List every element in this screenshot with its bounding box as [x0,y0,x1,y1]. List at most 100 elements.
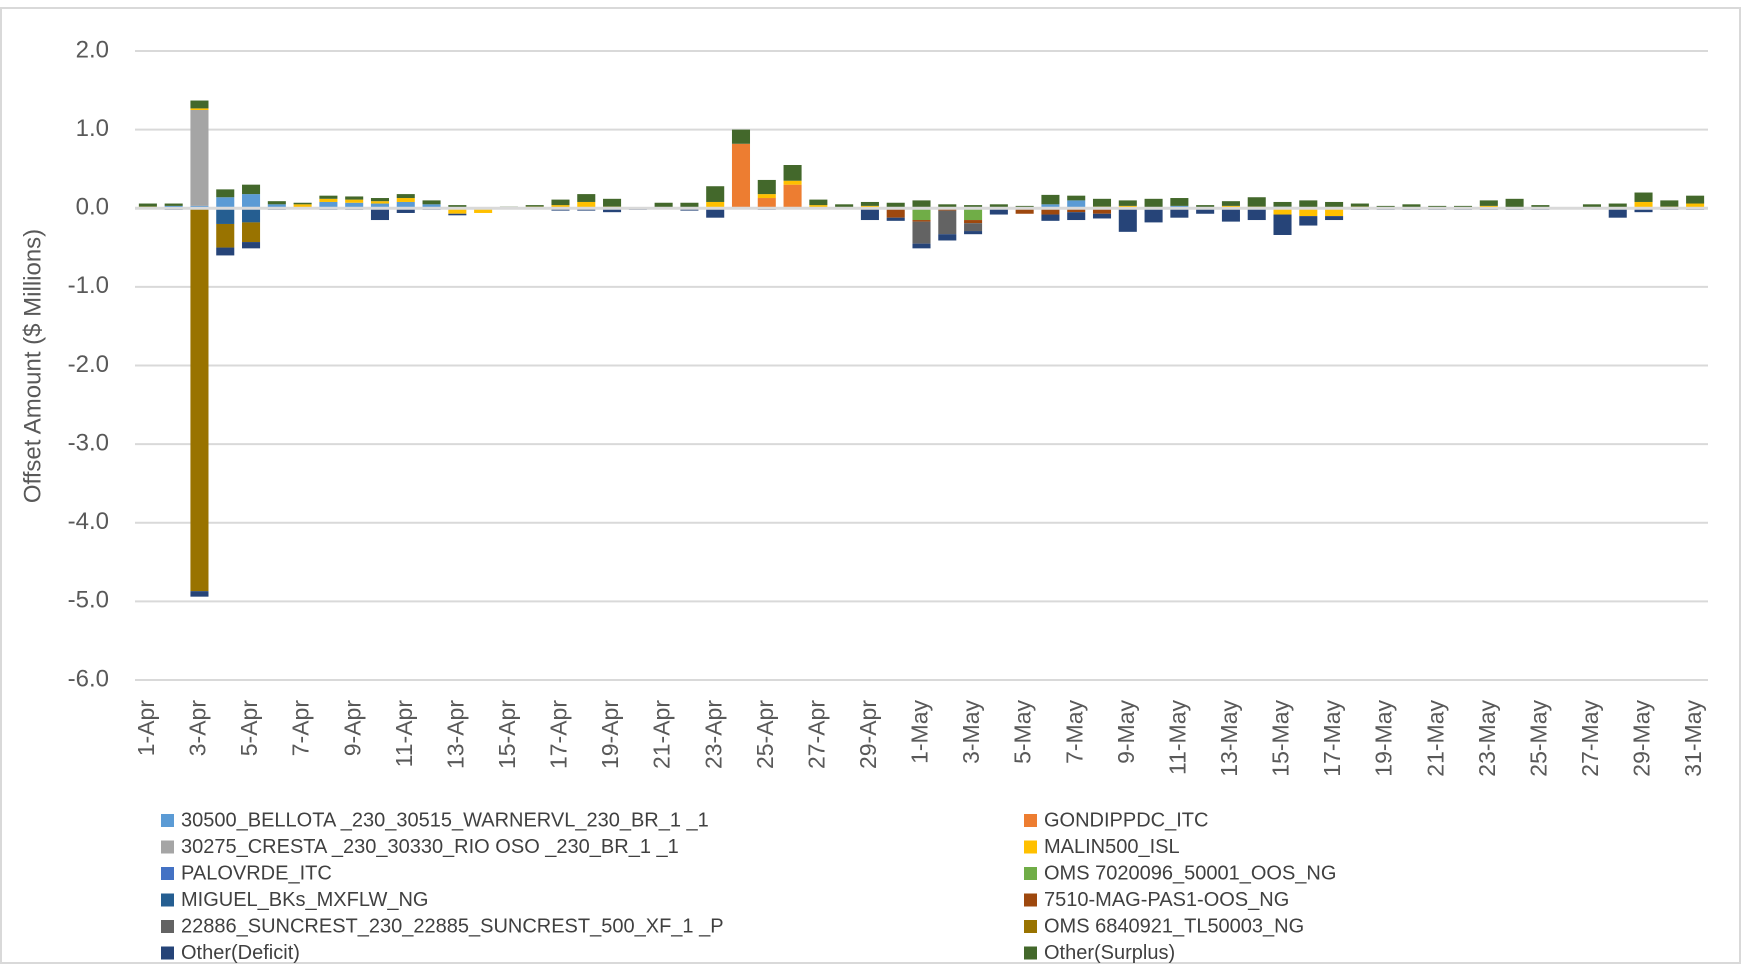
x-tick-label: 1-Apr [133,700,159,757]
bar-segment [1221,208,1240,222]
bar-segment [1067,212,1086,221]
bar-segment [448,205,467,209]
bar-segment [577,194,596,202]
bar-segment [319,195,338,199]
bar-segment [422,204,441,209]
bar-segment [1686,195,1705,204]
x-tick-label: 23-Apr [700,700,726,769]
bar-segment [964,208,983,221]
x-tick-label: 13-Apr [442,700,468,769]
legend-label: Other(Surplus) [1044,942,1175,964]
bar-segment [757,194,776,199]
bar-segment [1041,204,1060,209]
x-tick-label: 27-Apr [803,700,829,769]
bar-segment [1634,208,1653,213]
bar-segment [1299,200,1318,209]
bar-segment [603,208,622,213]
y-tick-label: 0.0 [76,194,109,221]
bar-segment [551,199,570,206]
legend-swatch [1024,946,1037,960]
x-tick-label: 9-May [1113,700,1139,764]
y-tick-label: 1.0 [76,115,109,142]
bar-segment [757,198,776,209]
bar-segment [809,199,828,206]
bar-segment [783,180,802,185]
bar-segment [1325,216,1344,221]
bar-segment [1092,198,1112,207]
bar-segment [1660,200,1679,207]
x-tick-label: 9-Apr [339,700,365,757]
bar-segment [706,208,725,218]
bar-segment [345,196,364,200]
bar-segment [1041,214,1060,221]
bar-segment [138,203,157,207]
bar-segment [1196,205,1215,209]
bar-segment [938,234,957,241]
bar-segment [680,202,699,209]
bar-segment [1170,208,1189,218]
bar-segment [835,204,854,209]
bar-segment [989,204,1008,209]
bar-segment [912,221,931,244]
bar-segment [1582,204,1601,209]
bar-segment [1067,195,1086,201]
bar-segment [1118,208,1137,232]
legend-label: 30275_CRESTA _230_30330_RIO OSO _230_BR_… [181,836,679,858]
bar-segment [1118,200,1137,206]
bar-segment [1325,201,1344,209]
x-tick-label: 1-May [907,700,933,764]
legend-label: PALOVRDE_ITC [181,862,332,884]
bar-segment [242,184,261,195]
bar-segment [938,210,957,235]
y-tick-label: -5.0 [68,587,109,614]
bar-segment [912,200,931,209]
y-axis-title: Offset Amount ($ Millions) [19,229,46,503]
bar-segment [396,208,415,213]
bar-segment [190,109,209,206]
x-tick-label: 11-May [1164,700,1190,775]
bar-segment [551,205,570,209]
y-tick-label: 2.0 [76,36,109,63]
bar-segment [448,208,467,214]
y-tick-label: -2.0 [68,351,109,378]
x-tick-label: 19-Apr [597,700,623,769]
x-tick-label: 7-Apr [288,700,314,757]
bar-segment [860,201,879,206]
legend-label: MALIN500_ISL [1044,836,1180,858]
x-tick-label: 11-Apr [391,700,417,768]
bar-segment [370,208,390,221]
bar-segment [1247,197,1266,207]
y-tick-label: -3.0 [68,429,109,456]
bar-segment [1350,203,1369,207]
bar-segment [396,198,415,202]
bar-segment [345,199,364,203]
bar-segment [809,205,828,209]
bar-segment [938,204,957,209]
bar-segment [319,201,338,209]
legend-swatch [161,867,174,880]
bar-segment [731,143,751,209]
bar-segment [886,217,905,221]
legend-label: GONDIPPDC_ITC [1044,809,1208,831]
bar-segment [706,201,725,209]
bar-segment [1402,204,1421,209]
legend-label: 7510-MAG-PAS1-OOS_NG [1044,889,1289,911]
bar-segment [242,208,261,223]
legend-swatch [161,920,174,933]
bar-segment [964,220,983,224]
bar-segment [370,203,390,209]
bar-segment [654,202,673,209]
legend-swatch [1024,893,1037,907]
bar-segment [1067,200,1086,209]
bar-segment [216,247,235,256]
y-tick-label: -4.0 [68,508,109,535]
bar-segment [783,184,802,209]
bar-segment [1041,208,1060,215]
bar-segment [1273,201,1292,207]
bar-segment [293,204,312,209]
legend-swatch [161,840,174,854]
bar-segment [190,208,209,592]
bar-segment [448,213,467,216]
bar-segment [1299,208,1318,217]
